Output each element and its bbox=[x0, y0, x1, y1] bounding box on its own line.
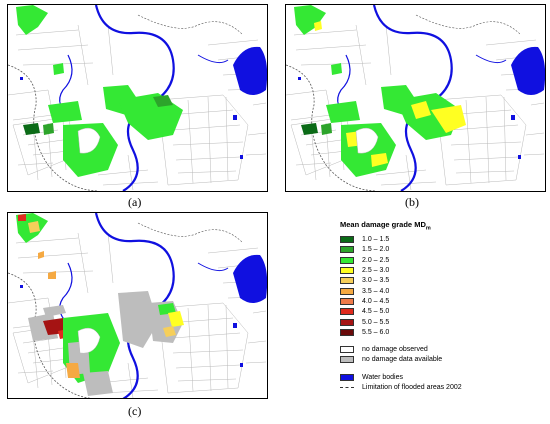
map-c bbox=[8, 213, 267, 398]
grades-item: 1.0 – 1.5 bbox=[340, 235, 545, 245]
legend-item-water: Water bodies bbox=[340, 372, 545, 382]
legend-swatch bbox=[340, 308, 354, 316]
grades-item: 3.0 – 3.5 bbox=[340, 276, 545, 286]
grades-item: 1.5 – 2.0 bbox=[340, 245, 545, 255]
legend-label: 1.0 – 1.5 bbox=[362, 236, 390, 244]
grades-item: 3.5 – 4.0 bbox=[340, 286, 545, 296]
legend-label: 3.5 – 4.0 bbox=[362, 287, 390, 295]
caption-c: (c) bbox=[128, 404, 142, 418]
caption-a: (a) bbox=[128, 195, 142, 209]
legend-swatch bbox=[340, 297, 354, 305]
legend-label-flood-limit: Limitation of flooded areas 2002 bbox=[362, 384, 462, 391]
map-b bbox=[286, 5, 545, 191]
legend-label: 2.5 – 3.0 bbox=[362, 267, 390, 275]
legend-label: 4.0 – 4.5 bbox=[362, 297, 390, 305]
legend-label: 1.5 – 2.0 bbox=[362, 246, 390, 254]
legend-swatch-water bbox=[340, 373, 354, 381]
legend-label: 5.0 – 5.5 bbox=[362, 318, 390, 326]
legend-label: 3.0 – 3.5 bbox=[362, 277, 390, 285]
legend-label: no damage observed bbox=[362, 346, 428, 354]
map-a bbox=[8, 5, 267, 191]
legend-swatch bbox=[340, 287, 354, 295]
grades-item: 5.0 – 5.5 bbox=[340, 317, 545, 327]
legend: Mean damage grade MDm 1.0 – 1.5 1.5 – 2.0… bbox=[340, 220, 545, 393]
legend-swatch bbox=[340, 277, 354, 285]
legend-swatch bbox=[340, 246, 354, 254]
legend-swatch bbox=[340, 318, 354, 326]
legend-swatch bbox=[340, 328, 354, 336]
status-item: no damage observed bbox=[340, 344, 545, 354]
dashed-line-icon bbox=[340, 387, 354, 388]
legend-title: Mean damage grade MDm bbox=[340, 220, 431, 232]
legend-swatch bbox=[340, 346, 354, 354]
legend-swatch bbox=[340, 236, 354, 244]
legend-label: 4.5 – 5.0 bbox=[362, 308, 390, 316]
caption-b: (b) bbox=[405, 195, 419, 209]
legend-label: no damage data available bbox=[362, 356, 443, 364]
grades-item: 4.0 – 4.5 bbox=[340, 296, 545, 306]
grades-item: 4.5 – 5.0 bbox=[340, 307, 545, 317]
legend-swatch bbox=[340, 267, 354, 275]
grades-item: 2.0 – 2.5 bbox=[340, 255, 545, 265]
grades-item: 5.5 – 6.0 bbox=[340, 327, 545, 337]
legend-label: 2.0 – 2.5 bbox=[362, 256, 390, 264]
status-item: no damage data available bbox=[340, 355, 545, 365]
map-panel-c bbox=[7, 212, 268, 399]
map-panel-a bbox=[7, 4, 268, 192]
map-panel-b bbox=[285, 4, 546, 192]
legend-item-flood-limit: Limitation of flooded areas 2002 bbox=[340, 382, 545, 392]
legend-swatch bbox=[340, 256, 354, 264]
grades-item: 2.5 – 3.0 bbox=[340, 265, 545, 275]
legend-swatch bbox=[340, 356, 354, 364]
legend-label: 5.5 – 6.0 bbox=[362, 328, 390, 336]
legend-label-water: Water bodies bbox=[362, 373, 403, 381]
